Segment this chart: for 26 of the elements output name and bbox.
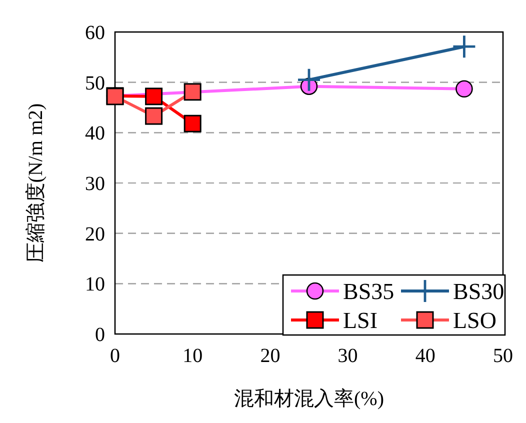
legend-label: BS30 [453, 279, 504, 304]
x-tick-label: 20 [260, 345, 280, 367]
y-axis-title: 圧縮強度(N/m m2) [25, 103, 47, 263]
legend-label: LSI [343, 308, 378, 333]
y-tick-label: 10 [85, 274, 105, 296]
y-tick-label: 50 [85, 72, 105, 94]
point [184, 83, 202, 101]
y-tick-label: 0 [95, 324, 105, 346]
x-tick-label: 10 [182, 345, 203, 367]
point [456, 80, 473, 98]
x-tick-label: 50 [493, 345, 513, 367]
legend-label: BS35 [343, 279, 394, 304]
y-tick-label: 40 [85, 122, 105, 145]
x-tick-label: 40 [415, 345, 436, 367]
point [145, 88, 163, 106]
x-axis-title: 混和材混入率(%) [234, 388, 384, 410]
x-tick-label: 0 [110, 345, 120, 367]
point [298, 68, 320, 91]
point [184, 114, 202, 132]
y-tick-label: 20 [85, 223, 105, 246]
legend-label: LSO [453, 308, 496, 333]
y-tick-label: 30 [85, 173, 105, 195]
point [453, 36, 476, 58]
x-tick-label: 30 [338, 345, 358, 367]
y-tick-label: 60 [85, 22, 105, 44]
point [145, 107, 163, 125]
